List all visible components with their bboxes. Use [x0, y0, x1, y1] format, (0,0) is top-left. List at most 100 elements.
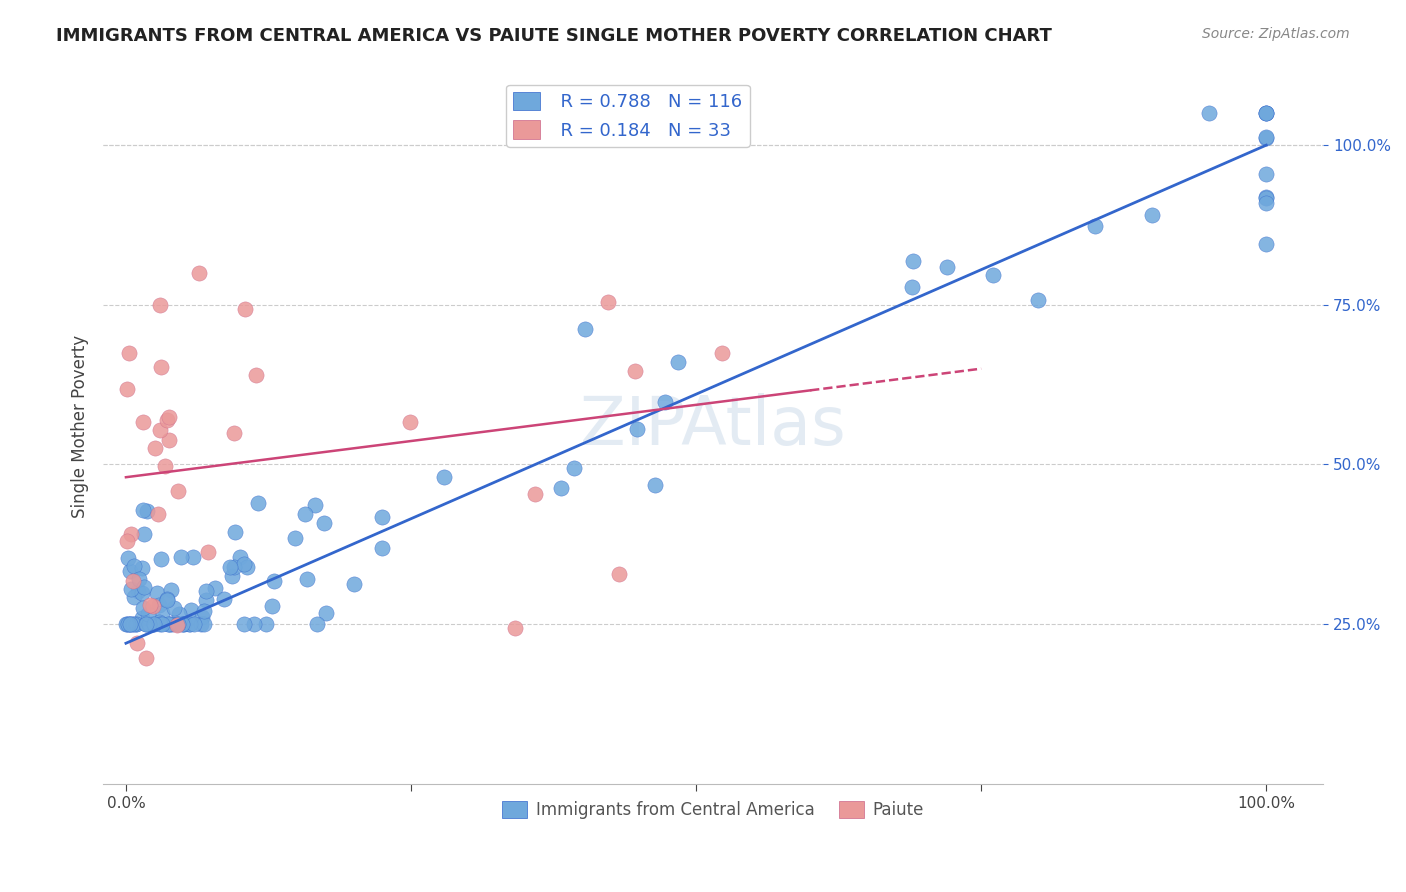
Point	[117, 617, 139, 632]
Point	[901, 280, 924, 294]
Point	[236, 559, 259, 574]
Point	[148, 598, 170, 612]
Point	[903, 254, 925, 268]
Point	[148, 615, 170, 629]
Point	[157, 409, 180, 424]
Point	[120, 564, 142, 578]
Point	[136, 504, 159, 518]
Point	[195, 592, 218, 607]
Point	[150, 617, 173, 632]
Point	[1198, 106, 1220, 120]
Point	[936, 260, 959, 274]
Point	[156, 592, 179, 607]
Point	[156, 413, 179, 427]
Point	[233, 557, 256, 571]
Point	[157, 617, 180, 632]
Point	[136, 607, 159, 622]
Point	[1256, 237, 1278, 252]
Point	[260, 599, 283, 613]
Point	[148, 617, 170, 632]
Point	[146, 507, 169, 521]
Point	[170, 617, 193, 632]
Point	[156, 617, 179, 632]
Point	[166, 617, 188, 632]
Point	[598, 294, 620, 309]
Point	[160, 617, 183, 632]
Point	[295, 572, 318, 586]
Point	[666, 355, 689, 369]
Point	[190, 617, 212, 632]
Point	[115, 382, 138, 396]
Point	[1084, 219, 1107, 234]
Point	[160, 582, 183, 597]
Point	[524, 487, 547, 501]
Point	[134, 580, 156, 594]
Point	[128, 573, 150, 587]
Point	[120, 526, 142, 541]
Point	[115, 617, 138, 632]
Point	[218, 560, 240, 574]
Point	[224, 560, 246, 574]
Point	[131, 601, 153, 615]
Point	[167, 607, 190, 622]
Point	[221, 568, 243, 582]
Point	[222, 425, 245, 440]
Point	[141, 617, 163, 632]
Point	[132, 502, 155, 516]
Point	[626, 422, 648, 436]
Point	[149, 552, 172, 566]
Point	[1256, 106, 1278, 120]
Point	[125, 617, 148, 632]
Point	[179, 617, 201, 632]
Point	[1256, 131, 1278, 145]
Point	[233, 301, 256, 316]
Point	[981, 268, 1004, 283]
Point	[1256, 167, 1278, 181]
Point	[170, 549, 193, 564]
Point	[135, 651, 157, 665]
Point	[193, 617, 215, 632]
Point	[142, 617, 165, 632]
Point	[127, 584, 149, 599]
Point	[1142, 208, 1164, 222]
Point	[343, 577, 366, 591]
Point	[503, 621, 526, 635]
Point	[131, 611, 153, 625]
Point	[1256, 195, 1278, 210]
Point	[263, 574, 285, 589]
Text: IMMIGRANTS FROM CENTRAL AMERICA VS PAIUTE SINGLE MOTHER POVERTY CORRELATION CHAR: IMMIGRANTS FROM CENTRAL AMERICA VS PAIUT…	[56, 27, 1052, 45]
Point	[172, 617, 194, 632]
Point	[711, 346, 734, 360]
Point	[1256, 190, 1278, 204]
Point	[283, 532, 305, 546]
Point	[1256, 130, 1278, 145]
Point	[131, 561, 153, 575]
Point	[166, 617, 188, 632]
Point	[125, 617, 148, 632]
Point	[371, 510, 394, 524]
Point	[166, 618, 188, 632]
Point	[245, 368, 267, 382]
Point	[194, 584, 217, 599]
Point	[232, 617, 254, 632]
Point	[1256, 106, 1278, 120]
Point	[1256, 190, 1278, 204]
Point	[167, 484, 190, 499]
Point	[118, 345, 141, 359]
Point	[173, 617, 195, 632]
Point	[120, 582, 142, 596]
Point	[131, 586, 153, 600]
Point	[183, 617, 205, 632]
Point	[180, 603, 202, 617]
Point	[115, 533, 138, 548]
Point	[177, 617, 200, 632]
Point	[115, 617, 138, 632]
Point	[132, 527, 155, 541]
Point	[149, 423, 172, 437]
Text: Source: ZipAtlas.com: Source: ZipAtlas.com	[1202, 27, 1350, 41]
Point	[138, 617, 160, 632]
Point	[607, 567, 630, 582]
Point	[1256, 106, 1278, 120]
Point	[644, 478, 666, 492]
Point	[156, 593, 179, 607]
